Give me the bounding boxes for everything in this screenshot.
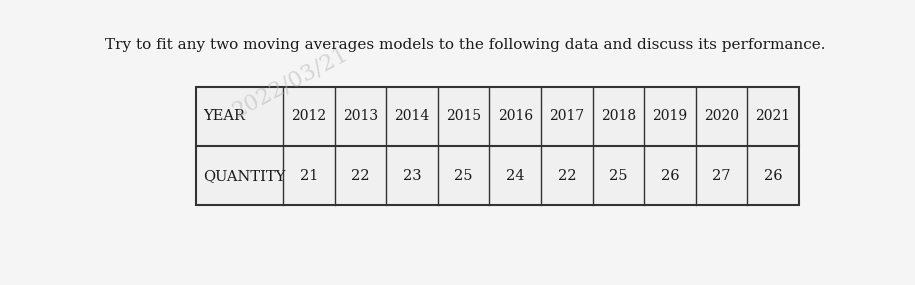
Text: 2019: 2019 (652, 109, 687, 123)
Text: 2016: 2016 (498, 109, 533, 123)
Bar (196, 87, 799, 205)
Text: 27: 27 (712, 169, 730, 183)
Text: 25: 25 (609, 169, 628, 183)
Text: 26: 26 (661, 169, 679, 183)
Text: Try to fit any two moving averages models to the following data and discuss its : Try to fit any two moving averages model… (105, 38, 825, 52)
Text: 25: 25 (455, 169, 473, 183)
Bar (196, 87, 799, 205)
Text: 2022/03/21: 2022/03/21 (228, 43, 351, 123)
Text: YEAR: YEAR (203, 109, 245, 123)
Text: 2021: 2021 (756, 109, 791, 123)
Text: 22: 22 (557, 169, 576, 183)
Text: 2013: 2013 (343, 109, 378, 123)
Text: 2020: 2020 (704, 109, 739, 123)
Text: QUANTITY: QUANTITY (203, 169, 285, 183)
Text: 24: 24 (506, 169, 524, 183)
Text: 26: 26 (764, 169, 782, 183)
Text: 2012: 2012 (292, 109, 327, 123)
Text: 2018: 2018 (601, 109, 636, 123)
Text: 21: 21 (300, 169, 318, 183)
Text: 23: 23 (403, 169, 422, 183)
Text: 2014: 2014 (394, 109, 430, 123)
Text: 22: 22 (351, 169, 370, 183)
Text: 2015: 2015 (447, 109, 481, 123)
Text: 2017: 2017 (549, 109, 585, 123)
